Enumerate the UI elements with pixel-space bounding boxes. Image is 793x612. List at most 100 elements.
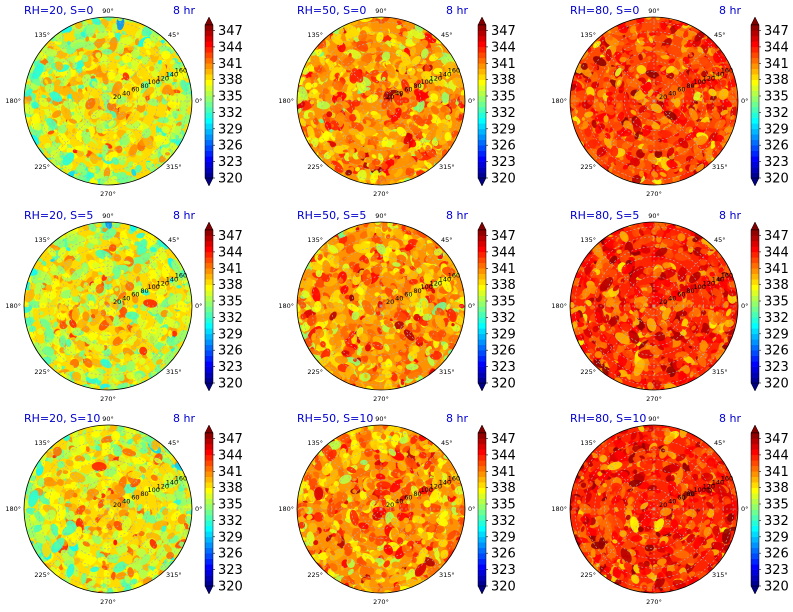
field-cell: [630, 157, 640, 167]
field-cell: [697, 52, 703, 57]
colorbar-segment: [205, 150, 213, 157]
field-cell: [416, 99, 425, 113]
field-cell: [681, 36, 689, 46]
radial-gridline: [360, 80, 402, 122]
colorbar-tick-label: 332: [491, 311, 516, 326]
field-cell: [96, 22, 106, 33]
colorbar-segment: [205, 355, 213, 362]
field-cell: [335, 131, 344, 146]
field-cell: [657, 88, 662, 93]
field-cell: [714, 141, 723, 151]
radial-tick-label: 100: [693, 78, 705, 86]
radial-tick-label: 120: [430, 74, 442, 82]
colorbar-tick-label: 332: [218, 106, 243, 121]
polar-outline: [296, 16, 466, 186]
radial-gridline: [68, 61, 148, 141]
colorbar-segment: [205, 85, 213, 91]
angle-tick-label: 90°: [102, 7, 114, 15]
field-cell: [306, 125, 315, 140]
field-cell: [429, 93, 439, 103]
angle-tick-label: 90°: [648, 7, 660, 15]
field-cell: [591, 119, 597, 129]
field-cell: [149, 48, 160, 57]
field-cell: [660, 65, 667, 72]
colorbar-segment: [478, 96, 486, 102]
field-cell: [169, 142, 178, 151]
field-cell: [380, 44, 394, 56]
field-cell: [72, 128, 76, 134]
field-cell: [695, 135, 708, 146]
colorbar-segment: [478, 167, 486, 173]
field-cell: [441, 91, 450, 104]
radial-gridline: [28, 21, 188, 181]
field-cell: [93, 37, 106, 49]
angle-tick-label: 315°: [166, 368, 182, 376]
field-cell: [316, 100, 330, 110]
field-cell: [425, 162, 433, 170]
field-cell: [421, 70, 432, 80]
field-cell: [434, 78, 445, 88]
field-cell: [318, 135, 326, 143]
field-cell: [444, 61, 455, 72]
field-cell: [444, 132, 452, 142]
field-cell: [157, 59, 162, 65]
angle-tick-label: 0°: [741, 97, 748, 105]
colorbar-segment: [478, 235, 486, 242]
colorbar-tick-label: 338: [491, 73, 516, 88]
radial-gridline: [87, 80, 129, 122]
field-cell: [298, 86, 308, 101]
field-cell: [365, 62, 376, 71]
field-cell: [426, 149, 437, 158]
colorbar-segment: [478, 52, 486, 59]
angle-tick-label: 135°: [307, 31, 323, 39]
colorbar-tick-label: 332: [218, 311, 243, 326]
field-cell: [434, 85, 443, 91]
field-cell: [91, 80, 99, 90]
field-cell: [307, 112, 313, 118]
colorbar-segment: [478, 46, 486, 53]
radial-tick-label: 120: [157, 74, 169, 82]
colorbar-tick-label: 344: [491, 245, 516, 260]
field-cell: [121, 30, 127, 36]
field-cell: [440, 105, 447, 113]
angle-tick-label: 90°: [102, 212, 114, 220]
field-cell: [421, 132, 427, 138]
field-cell: [702, 91, 709, 103]
field-cell: [335, 75, 339, 79]
colorbar-frame: [204, 24, 214, 179]
field-cell: [616, 102, 622, 109]
angle-tick-label: 270°: [100, 395, 116, 403]
colorbar-extend-min: [204, 382, 214, 392]
field-cell: [683, 77, 693, 87]
field-cell: [454, 109, 460, 119]
colorbar-segment: [478, 251, 486, 258]
field-cell: [627, 98, 639, 106]
field-cell: [118, 172, 128, 185]
colorbar-segment: [751, 57, 759, 64]
field-cell: [411, 99, 418, 108]
colorbar-segment: [205, 290, 213, 296]
colorbar-segment: [478, 172, 486, 179]
colorbar-segment: [478, 134, 486, 141]
field-cell: [661, 45, 667, 52]
colorbar-segment: [478, 268, 486, 275]
field-cell: [77, 162, 87, 171]
field-cell: [647, 20, 660, 33]
field-cell: [401, 172, 407, 180]
colorbar-tick-label: 347: [491, 24, 516, 39]
field-cell: [326, 111, 333, 118]
field-cell: [47, 130, 55, 135]
field-cell: [388, 165, 398, 175]
radial-tick-label: 60: [404, 86, 412, 94]
field-cell: [57, 124, 67, 134]
field-cell: [679, 168, 683, 172]
field-cell: [134, 38, 140, 46]
field-cell: [708, 88, 717, 97]
panel-time-label: 8 hr: [173, 209, 195, 222]
field-cell: [71, 91, 82, 105]
angle-tick-label: 270°: [373, 190, 389, 198]
field-cell: [402, 31, 408, 37]
field-cell: [607, 156, 614, 163]
field-cell: [605, 91, 613, 97]
field-cell: [49, 135, 56, 142]
